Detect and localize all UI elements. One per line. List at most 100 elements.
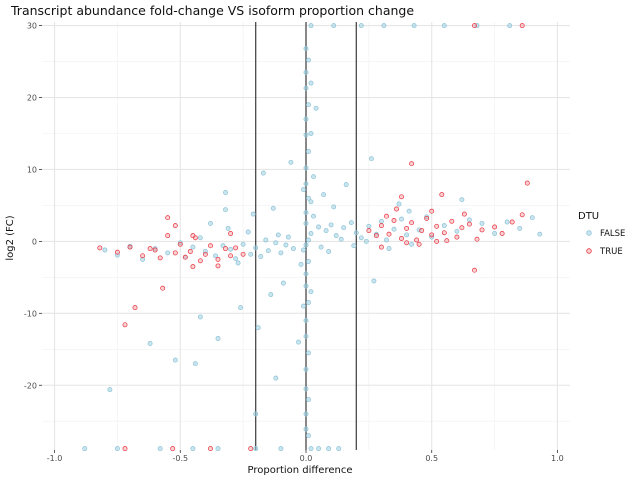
point-false [391,226,397,232]
point-false [308,199,314,205]
point-false [404,232,410,238]
point-false [223,190,228,195]
point-false [306,300,311,305]
point-true [140,253,146,259]
point-false [303,132,309,138]
point-false [255,325,261,331]
point-false [238,305,244,311]
point-false [537,231,543,237]
point-false [303,181,309,187]
point-false [215,336,221,341]
point-true [122,322,128,328]
point-false [396,201,402,207]
point-false [318,244,324,250]
point-true [202,251,208,257]
point-true [373,233,379,239]
point-false [303,271,309,277]
point-false [303,242,309,248]
point-false [303,426,309,432]
point-false [303,411,309,417]
point-true [384,213,389,219]
point-false [253,446,259,452]
point-false [306,350,311,356]
point-false [323,228,329,234]
point-false [303,85,309,91]
point-true [366,228,372,234]
point-false [298,261,304,267]
point-false [341,225,347,231]
point-true [459,225,465,231]
point-true [444,238,450,244]
legend-true-marker [586,248,592,254]
x-tick-labels: -1.0 -0.5 0.0 0.5 1.0 [47,450,564,463]
point-false [454,228,460,234]
x-tick-label: 1.0 [551,454,564,463]
point-true [160,285,166,291]
point-false [197,235,203,241]
x-tick-label: -0.5 [172,454,188,463]
point-true [519,212,525,218]
point-true [461,211,467,217]
point-true [441,230,447,236]
point-false [306,259,311,264]
point-false [215,446,221,452]
point-false [366,223,372,229]
point-false [384,237,389,243]
point-false [308,231,314,236]
point-false [504,219,510,225]
point-false [308,289,314,295]
point-true [414,237,420,243]
point-false [107,387,113,393]
point-true [127,244,133,250]
point-true [472,23,477,29]
legend-false-marker [586,230,592,236]
vertical-reference-lines [255,22,357,450]
point-true [472,267,477,273]
x-tick-label: -1.0 [47,454,63,463]
point-false [406,208,412,214]
point-false [190,446,196,452]
point-false [351,243,357,249]
point-true [409,220,415,226]
point-true [122,446,128,452]
point-false [358,235,364,241]
point-false [343,182,349,188]
point-false [197,314,203,320]
point-false [303,318,309,323]
point-true [190,233,196,239]
point-false [296,339,301,345]
point-false [313,105,319,111]
point-false [278,250,284,256]
legend: DTU FALSE TRUE [578,211,625,257]
legend-label-true: TRUE [599,247,623,257]
point-false [240,241,246,247]
point-false [265,248,271,254]
point-true [114,249,120,255]
point-true [228,253,234,259]
point-false [147,341,153,346]
point-false [348,220,354,226]
point-true [434,238,440,244]
point-true [378,223,384,229]
y-axis-label: log2 (FC) [5,215,16,260]
point-false [517,225,523,231]
point-false [331,204,337,210]
point-true [165,233,171,239]
y-tick-labels: -20 -10 0 10 20 30 [24,22,42,390]
point-false [466,217,472,223]
point-true [479,227,485,233]
point-false [280,280,286,286]
point-false [333,233,339,239]
point-false [441,23,447,29]
point-false [381,23,387,29]
point-false [507,23,513,29]
point-false [424,214,430,220]
point-false [285,234,291,240]
point-true [182,254,188,260]
point-true [177,241,183,247]
point-false [306,195,311,201]
point-false [338,236,344,242]
point-false [399,216,404,222]
point-false [208,220,213,226]
point-false [273,240,279,246]
